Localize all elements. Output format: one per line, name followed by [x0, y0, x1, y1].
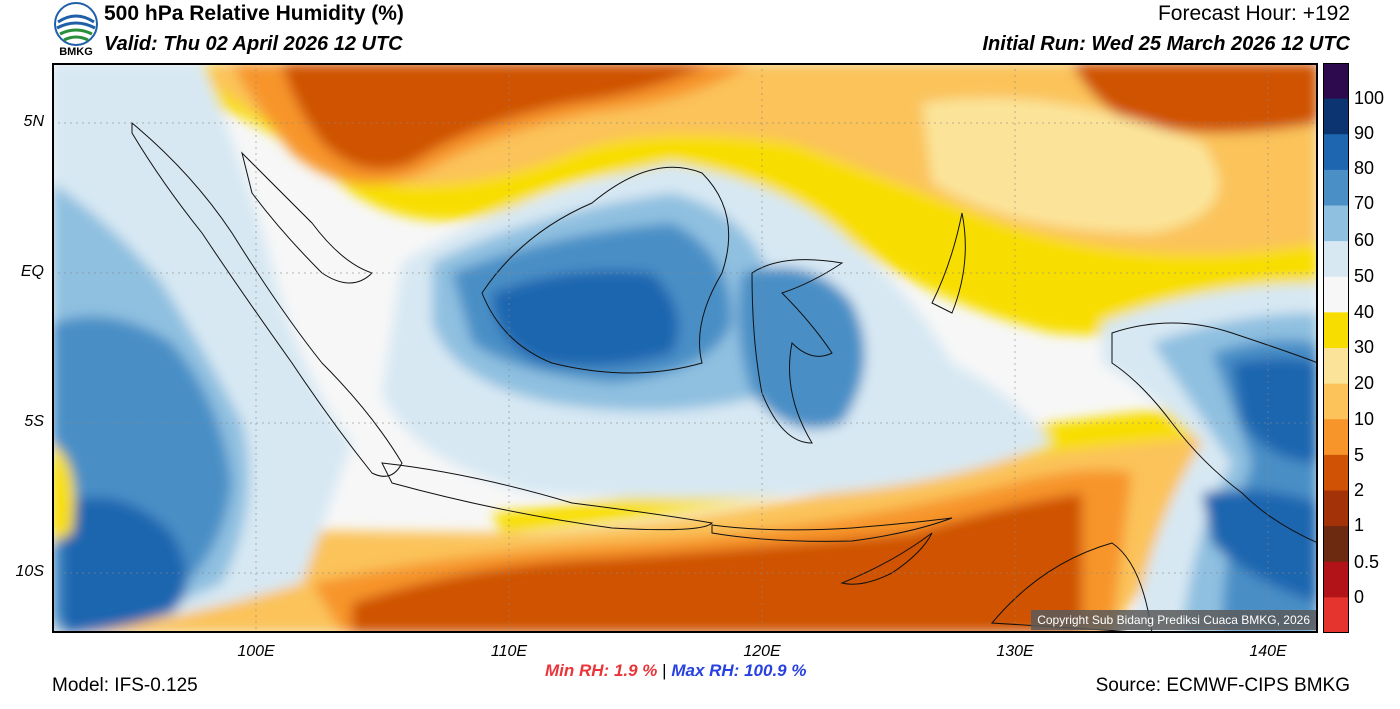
colorbar-segment	[1323, 454, 1349, 491]
humidity-map	[52, 63, 1318, 633]
initial-run: Initial Run: Wed 25 March 2026 12 UTC	[982, 33, 1350, 55]
colorbar-segment	[1323, 276, 1349, 313]
min-rh-label: Min RH:	[545, 661, 610, 680]
colorbar-label: 1	[1354, 515, 1365, 535]
humidity-fields	[52, 63, 1318, 633]
lat-label: 10S	[15, 563, 44, 580]
lon-label: 140E	[1249, 643, 1287, 660]
lon-label: 130E	[996, 643, 1034, 660]
colorbar-label: 30	[1354, 337, 1375, 357]
coast-timor	[840, 532, 933, 585]
colorbar-segment	[1323, 205, 1349, 242]
colorbar-label: 5	[1354, 445, 1365, 465]
north-dry-dark	[282, 63, 712, 170]
lat-label: 5N	[23, 113, 44, 130]
coastlines	[131, 121, 1318, 633]
colorbar-label: 90	[1354, 123, 1375, 143]
coast-nusa	[711, 517, 953, 542]
coast-maluku	[931, 212, 966, 314]
gridlines	[52, 63, 1318, 633]
coast-australia	[990, 542, 1153, 633]
valid-time: Valid: Thu 02 April 2026 12 UTC	[104, 33, 403, 55]
east-moist-dark	[1232, 358, 1318, 463]
colorbar-label: 2	[1354, 480, 1365, 500]
colorbar-segment	[1323, 419, 1349, 456]
model-label: Model: IFS-0.125	[52, 675, 198, 696]
east-moist-dark-south	[1202, 489, 1318, 603]
coast-java	[381, 462, 714, 531]
lon-label: 110E	[490, 643, 528, 660]
colorbar-segment	[1323, 241, 1349, 278]
coast-borneo	[481, 166, 730, 374]
sulawesi-moist	[738, 267, 865, 429]
colorbar-segment	[1323, 98, 1349, 135]
colorbar-segment	[1323, 63, 1349, 100]
north-east-light	[922, 98, 1219, 233]
colorbar-frame	[1323, 63, 1349, 633]
colorbar-segment	[1323, 561, 1349, 598]
lat-label: 5S	[24, 413, 44, 430]
lon-label: 120E	[743, 643, 781, 660]
north-east-dark	[1072, 63, 1318, 133]
coast-papua	[1111, 322, 1318, 544]
bmkg-logo	[54, 2, 98, 46]
colorbar-label: 0.5	[1354, 552, 1380, 572]
colorbar-label: 0	[1354, 587, 1365, 607]
colorbar-label: 60	[1354, 230, 1375, 250]
south-dry-dark	[352, 493, 1082, 633]
colorbar-segment	[1323, 312, 1349, 349]
colorbar-label: 100	[1354, 88, 1385, 108]
lon-label: 100E	[237, 643, 275, 660]
copyright-note: Copyright Sub Bidang Prediksi Cuaca BMKG…	[1031, 610, 1316, 630]
colorbar-segment	[1323, 383, 1349, 420]
colorbar-segment	[1323, 597, 1349, 633]
central-moist-dark	[492, 270, 679, 367]
colorbar-segment	[1323, 169, 1349, 206]
colorbar-label: 10	[1354, 409, 1375, 429]
colorbar	[1323, 63, 1349, 633]
lat-label: EQ	[20, 263, 44, 280]
west-moist-yellow	[52, 443, 75, 543]
colorbar-segment	[1323, 490, 1349, 527]
west-moist-dark	[62, 497, 187, 633]
forecast-hour: Forecast Hour: +192	[1157, 2, 1350, 25]
rh-stats: Min RH: 1.9 % | Max RH: 100.9 %	[545, 661, 806, 681]
logo-text: BMKG	[59, 46, 93, 58]
map-frame	[52, 63, 1318, 633]
colorbar-label: 50	[1354, 266, 1375, 286]
max-rh-value: 100.9 %	[744, 661, 807, 680]
min-rh-value: 1.9 %	[613, 661, 658, 680]
max-rh-label: Max RH:	[671, 661, 740, 680]
colorbar-segment	[1323, 348, 1349, 385]
map-title: 500 hPa Relative Humidity (%)	[104, 2, 404, 25]
colorbar-label: 40	[1354, 302, 1375, 322]
source-label: Source: ECMWF-CIPS BMKG	[1095, 675, 1350, 696]
colorbar-label: 80	[1354, 158, 1375, 178]
stats-separator: |	[662, 661, 667, 680]
colorbar-label: 20	[1354, 373, 1375, 393]
coast-sumatra	[131, 121, 403, 477]
colorbar-segment	[1323, 134, 1349, 171]
colorbar-segment	[1323, 526, 1349, 563]
colorbar-label: 70	[1354, 193, 1375, 213]
